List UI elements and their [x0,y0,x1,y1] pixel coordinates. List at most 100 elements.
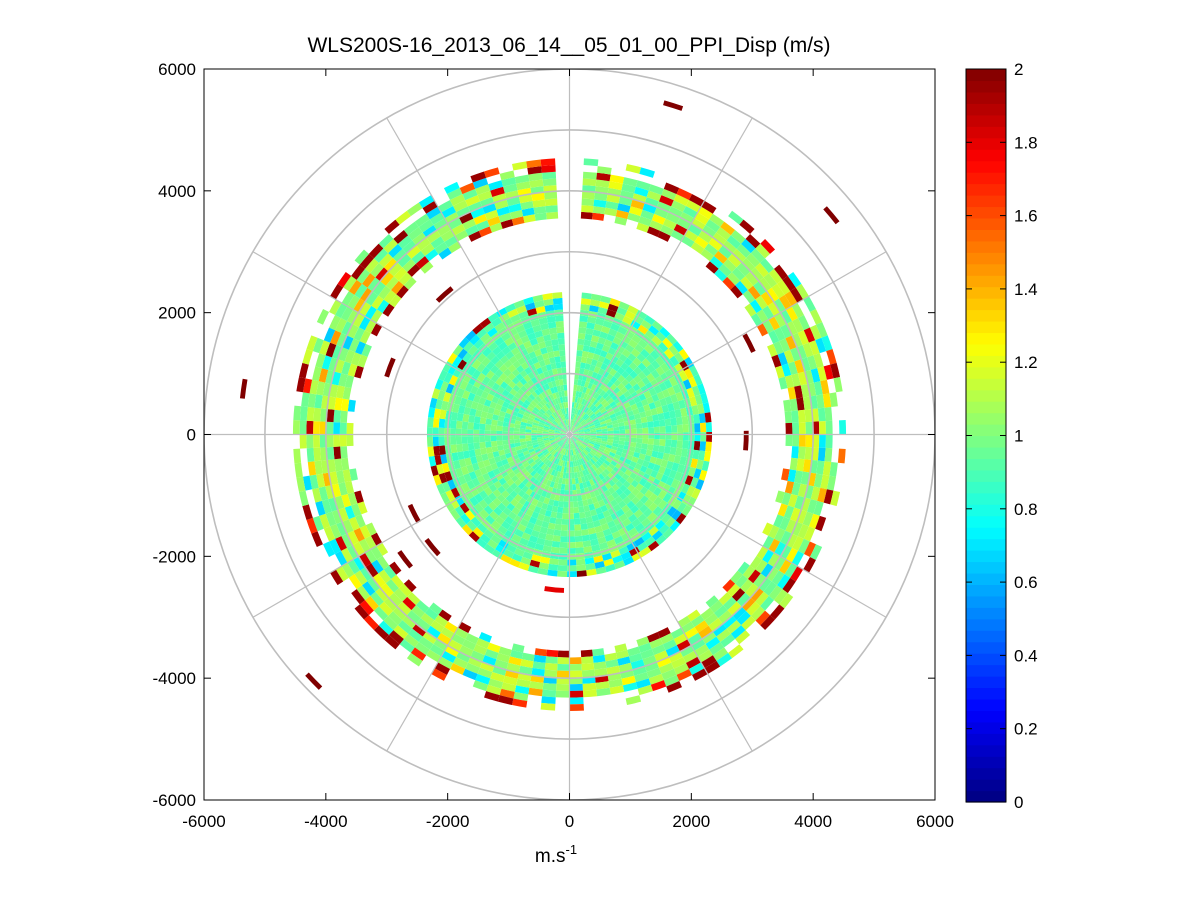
inner-disk-cell [626,541,637,552]
outer-ring-cell [747,569,761,584]
inner-disk-cell [558,379,564,386]
inner-disk-cell [485,441,492,448]
inner-disk-cell [640,416,648,424]
inner-disk-cell [653,496,663,506]
inner-disk-cell [547,417,554,423]
outer-ring-cell [691,218,706,231]
inner-disk-cell [487,327,498,338]
outer-ring-cell [637,684,653,696]
outer-ring-cell [399,639,415,653]
inner-disk-cell [589,439,596,444]
inner-disk-cell [571,443,574,450]
inner-disk-cell [627,450,635,457]
inner-disk-cell [513,338,524,348]
inner-disk-cell [502,401,510,409]
outer-ring-cell [677,615,691,628]
outer-ring-cell [313,434,321,448]
outer-ring-cell [784,411,793,424]
inner-disk-cell [596,394,603,402]
inner-disk-cell [589,340,598,348]
outer-ring-cell [388,262,403,277]
inner-disk-cell [609,383,618,391]
outer-ring-cell [521,207,535,217]
inner-disk-cell [575,465,580,473]
outer-ring-cell [646,190,662,202]
inner-disk-cell [543,440,550,445]
inner-disk-cell [628,399,636,407]
inner-disk-cell [574,460,578,467]
inner-disk-cell [639,546,652,557]
inner-disk-cell [508,511,518,521]
inner-disk-cell [557,570,568,578]
inner-disk-cell [556,446,562,453]
inner-disk-cell [473,416,481,424]
inner-disk-cell [619,429,626,434]
inner-disk-cell [587,402,593,409]
outer-ring-cell [478,226,492,237]
outer-ring-cell [357,354,368,368]
outer-ring-cell [467,656,483,668]
inner-disk-cell [607,427,614,432]
inner-disk-cell [703,451,711,462]
inner-disk-cell [551,505,559,513]
outer-ring-cell [825,434,833,449]
outer-ring-cell [726,235,742,249]
inner-disk-cell [565,413,568,420]
inner-disk-cell [501,346,511,356]
inner-disk-cell [607,436,614,440]
inner-disk-cell [525,440,533,445]
inner-disk-cell [600,442,607,447]
outer-ring-cell [776,279,791,295]
outer-ring-cell [767,343,778,357]
inner-disk-cell [620,386,628,394]
inner-disk-cell [647,438,655,445]
inner-disk-cell [692,449,700,460]
colorbar-swatch [966,469,1006,482]
inner-disk-cell [544,424,551,428]
inner-disk-cell [472,527,484,538]
inner-disk-cell [575,448,580,454]
outer-ring-cell [581,191,595,200]
inner-disk-cell [563,427,568,432]
outer-ring-cell [437,224,452,237]
inner-disk-cell [576,558,586,566]
inner-disk-cell [573,431,579,434]
outer-ring-cell [682,650,698,664]
inner-disk-cell [547,569,558,577]
outer-ring-cell [476,220,490,231]
inner-disk-cell [610,448,617,455]
inner-disk-cell [579,517,587,525]
outer-ring-cell [426,230,441,244]
outer-ring-cell [630,199,645,210]
outer-ring-cell [497,695,514,706]
inner-disk-cell [633,366,643,376]
inner-disk-cell [519,537,529,546]
outer-ring-cell [406,610,421,624]
inner-disk-cell [586,498,594,506]
inner-disk-cell [619,492,628,501]
inner-disk-cell [590,405,597,412]
outer-ring-cell [791,410,799,423]
inner-disk-cell [584,407,590,414]
outer-ring-cell [581,205,594,213]
outer-ring-cell [420,261,434,274]
inner-disk-cell [591,371,598,379]
inner-disk-cell [659,397,668,407]
inner-disk-cell [625,344,635,354]
outer-ring-cell [732,248,747,263]
inner-disk-cell [478,396,487,406]
inner-disk-cell [520,444,528,450]
inner-disk-cell [618,546,629,556]
outer-ring-cell [632,665,647,676]
colorbar-swatch [966,240,1006,253]
inner-disk-cell [545,491,552,499]
outer-ring-cell [720,633,736,648]
inner-disk-cell [522,513,532,522]
outer-ring-cell [516,181,531,191]
inner-disk-cell [554,435,561,438]
inner-disk-cell [468,415,476,423]
outer-ring-cell [697,206,713,220]
inner-disk-cell [434,454,442,466]
inner-disk-cell [599,350,608,358]
outer-ring-cell [660,224,674,236]
